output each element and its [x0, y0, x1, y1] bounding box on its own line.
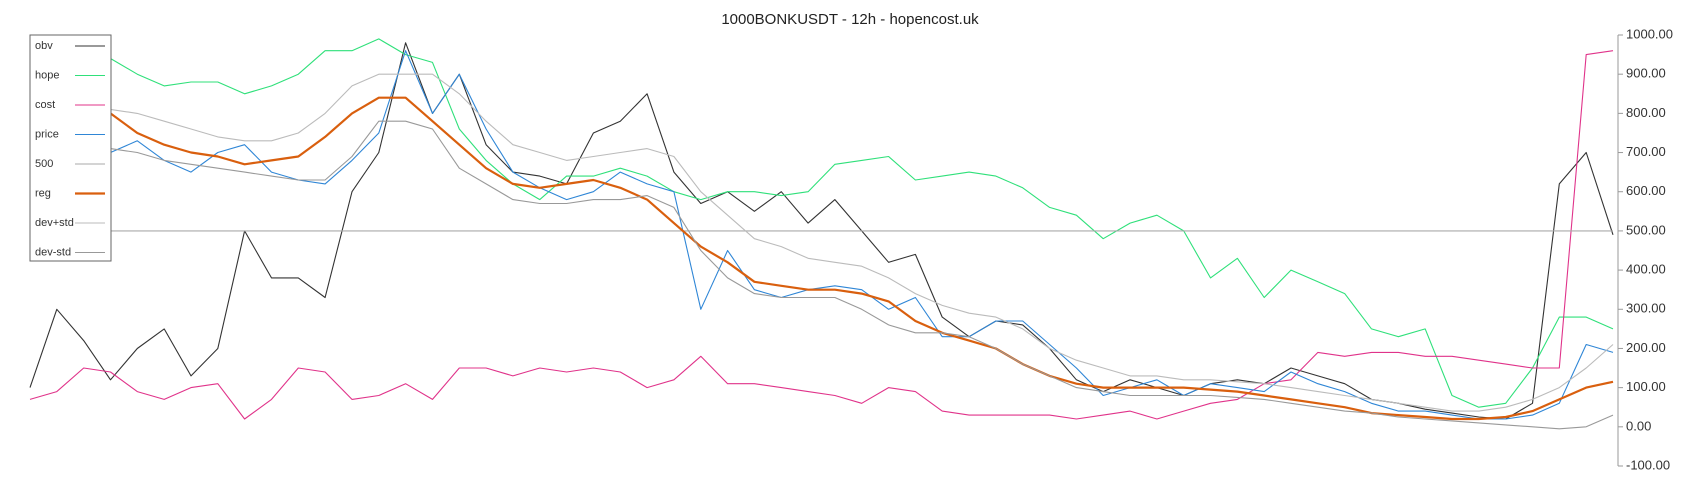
y-tick-label: 200.00 — [1626, 340, 1666, 355]
y-tick-label: 0.00 — [1626, 418, 1651, 433]
legend-label: dev+std — [35, 217, 74, 229]
y-tick-label: -100.00 — [1626, 457, 1670, 472]
series-line — [110, 50, 1614, 420]
series-line — [110, 120, 1614, 430]
y-tick-label: 100.00 — [1626, 379, 1666, 394]
y-tick-label: 600.00 — [1626, 183, 1666, 198]
y-tick-label: 800.00 — [1626, 105, 1666, 120]
y-tick-label: 300.00 — [1626, 301, 1666, 316]
legend-label: price — [35, 128, 59, 140]
legend-label: hope — [35, 69, 59, 81]
series-line — [29, 50, 1614, 420]
y-tick-label: 1000.00 — [1626, 26, 1673, 41]
series-line — [110, 73, 1614, 412]
chart-title: 1000BONKUSDT - 12h - hopencost.uk — [721, 11, 979, 28]
legend: obv hope cost price 500 reg dev+std dev-std — [29, 34, 112, 262]
series-line — [109, 96, 1614, 421]
y-tick-label: 400.00 — [1626, 262, 1666, 277]
y-tick-label: 500.00 — [1626, 222, 1666, 237]
y-tick-label: 700.00 — [1626, 144, 1666, 159]
legend-label: cost — [35, 99, 55, 111]
legend-label: 500 — [35, 158, 53, 170]
series-line — [110, 38, 1614, 408]
legend-label: dev-std — [35, 246, 71, 258]
legend-label: reg — [35, 187, 51, 199]
y-tick-label: 900.00 — [1626, 66, 1666, 81]
series-line — [29, 42, 1614, 420]
legend-label: obv — [35, 40, 53, 52]
